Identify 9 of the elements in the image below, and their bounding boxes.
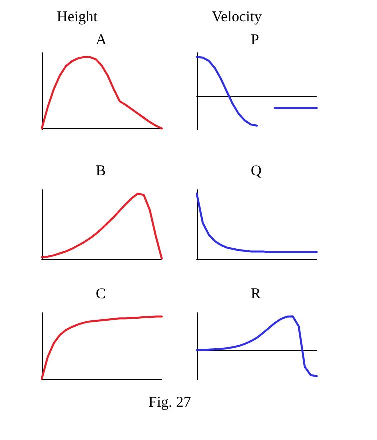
text: C: [96, 286, 106, 302]
chart-title: Height: [57, 10, 99, 26]
text: A: [96, 32, 107, 48]
text: P: [251, 32, 260, 48]
text: Q: [251, 164, 262, 180]
text: R: [251, 286, 262, 302]
caption: Fig. 27: [148, 395, 192, 412]
chart-title: Velocity: [212, 10, 262, 26]
text: B: [96, 164, 106, 180]
